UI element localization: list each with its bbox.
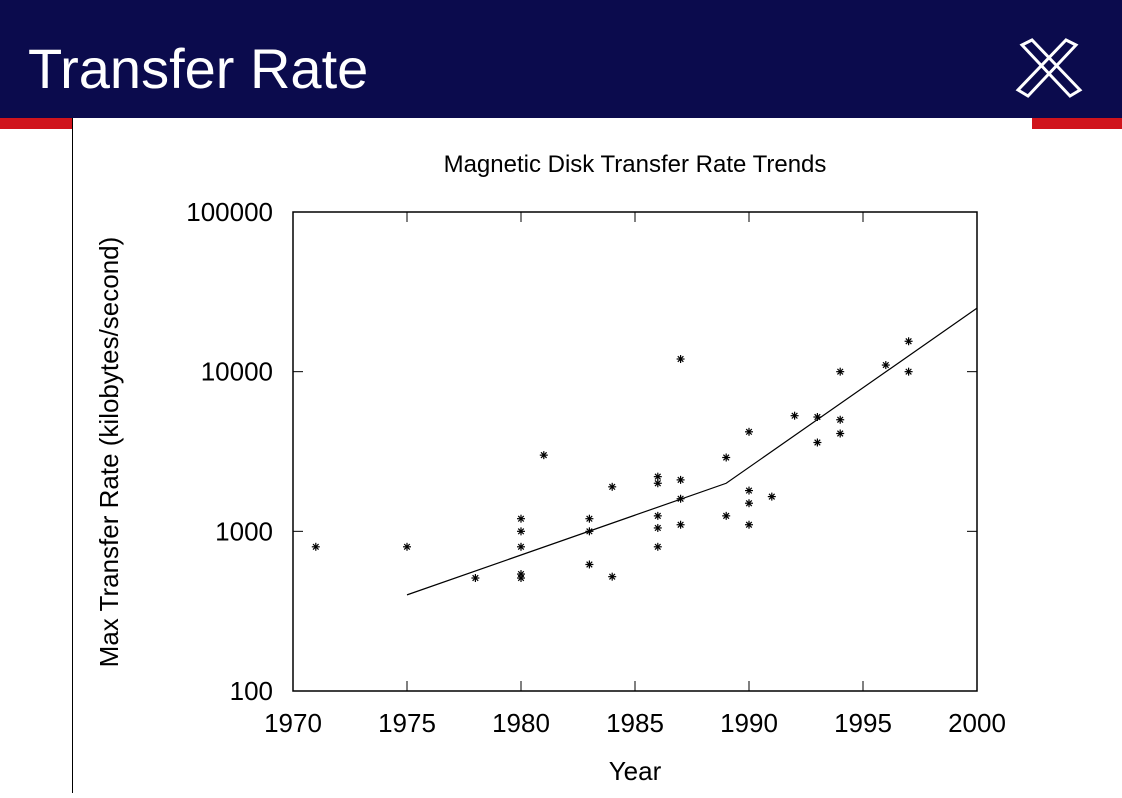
asterisk-stroke xyxy=(905,368,912,375)
asterisk-stroke xyxy=(608,483,616,491)
asterisk-stroke xyxy=(745,521,753,528)
asterisk-stroke xyxy=(586,561,593,568)
asterisk-stroke xyxy=(677,476,684,484)
data-point xyxy=(904,337,913,346)
asterisk-stroke xyxy=(768,493,776,500)
asterisk-stroke xyxy=(722,512,730,520)
asterisk-stroke xyxy=(814,413,821,421)
asterisk-stroke xyxy=(586,515,593,522)
data-point xyxy=(676,475,685,484)
data-point xyxy=(608,482,617,491)
data-point xyxy=(904,367,913,376)
data-point xyxy=(745,486,753,495)
trend-line xyxy=(406,307,978,596)
asterisk-stroke xyxy=(745,428,753,436)
data-point xyxy=(608,572,617,581)
asterisk-stroke xyxy=(654,480,662,487)
asterisk-stroke xyxy=(791,412,798,419)
asterisk-stroke xyxy=(517,528,525,535)
asterisk-stroke xyxy=(403,543,411,551)
y-tick-label: 10000 xyxy=(201,357,273,387)
data-point xyxy=(676,520,685,529)
x-tick-label: 1990 xyxy=(720,708,778,738)
data-point xyxy=(767,492,776,501)
plot-frame xyxy=(292,211,978,692)
data-point xyxy=(813,438,822,447)
asterisk-stroke xyxy=(472,574,479,582)
asterisk-stroke xyxy=(608,573,616,580)
asterisk-stroke xyxy=(312,543,320,551)
data-point xyxy=(722,511,731,520)
data-point xyxy=(517,514,525,523)
data-point xyxy=(653,542,662,551)
data-point xyxy=(471,574,480,583)
data-point xyxy=(653,511,662,520)
data-point xyxy=(517,542,525,551)
x-axis-label: Year xyxy=(609,756,662,786)
y-axis-label: Max Transfer Rate (kilobytes/second) xyxy=(94,237,124,668)
data-point xyxy=(881,361,890,370)
asterisk-stroke xyxy=(677,355,684,363)
data-point xyxy=(836,429,845,438)
asterisk-stroke xyxy=(654,512,662,520)
data-point xyxy=(745,427,753,436)
data-point xyxy=(585,514,594,523)
asterisk-stroke xyxy=(654,543,662,551)
asterisk-stroke xyxy=(677,521,684,528)
asterisk-stroke xyxy=(745,487,753,494)
data-point xyxy=(403,542,411,551)
data-point xyxy=(653,479,662,488)
y-tick-label: 100 xyxy=(230,676,273,706)
asterisk-stroke xyxy=(654,524,662,532)
x-tick-label: 2000 xyxy=(948,708,1006,738)
data-point xyxy=(517,574,525,583)
x-tick-label: 1975 xyxy=(378,708,436,738)
accent-right xyxy=(1032,118,1122,129)
asterisk-stroke xyxy=(814,439,821,446)
asterisk-stroke xyxy=(654,473,662,480)
x-tick-label: 1985 xyxy=(606,708,664,738)
data-point xyxy=(653,523,662,532)
data-point xyxy=(585,560,594,569)
asterisk-stroke xyxy=(517,574,525,582)
asterisk-stroke xyxy=(540,451,548,459)
data-point xyxy=(311,542,320,551)
asterisk-stroke xyxy=(722,454,730,461)
data-point xyxy=(676,355,685,364)
x-tick-label: 1970 xyxy=(264,708,322,738)
asterisk-stroke xyxy=(745,499,753,507)
accent-left xyxy=(0,118,72,129)
asterisk-stroke xyxy=(882,361,890,369)
data-point xyxy=(722,453,731,462)
chart-title: Magnetic Disk Transfer Rate Trends xyxy=(444,151,827,178)
data-point xyxy=(836,367,845,376)
asterisk-stroke xyxy=(517,543,525,551)
data-point xyxy=(539,451,548,460)
asterisk-stroke xyxy=(836,430,844,437)
header-bar xyxy=(0,0,1122,118)
y-tick-label: 100000 xyxy=(186,197,273,227)
data-point xyxy=(745,499,753,508)
y-tick-label: 1000 xyxy=(215,516,273,546)
data-point xyxy=(790,411,799,420)
x-tick-label: 1980 xyxy=(492,708,550,738)
data-point xyxy=(517,527,525,536)
logo xyxy=(1015,38,1083,98)
data-point xyxy=(836,415,845,424)
asterisk-stroke xyxy=(517,515,525,522)
x-tick-label: 1995 xyxy=(834,708,892,738)
data-point xyxy=(745,520,753,529)
slide-title: Transfer Rate xyxy=(28,37,368,100)
asterisk-stroke xyxy=(836,416,844,423)
asterisk-stroke xyxy=(905,338,912,345)
asterisk-stroke xyxy=(836,368,844,375)
